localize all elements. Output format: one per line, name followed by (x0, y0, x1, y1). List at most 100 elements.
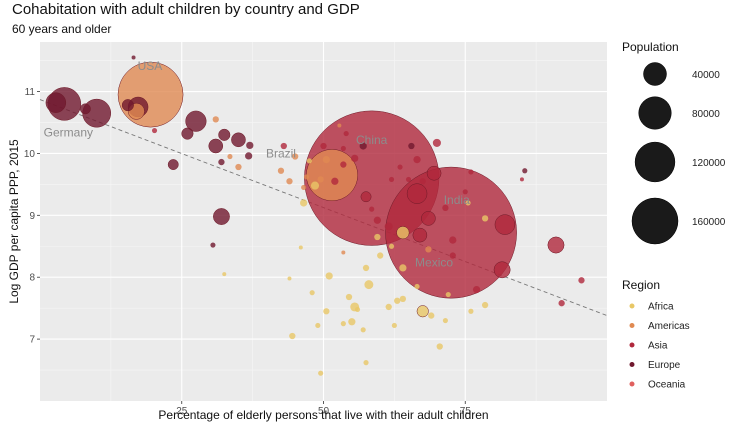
data-point-americas (286, 178, 293, 185)
data-point-americas (322, 155, 330, 164)
data-point-africa (306, 158, 312, 164)
data-point-africa (396, 226, 410, 240)
population-legend-label: 80000 (692, 109, 720, 120)
data-point-americas (235, 163, 242, 171)
data-point-americas (306, 149, 358, 202)
data-point-europe (218, 128, 231, 141)
region-legend-label: Americas (648, 321, 690, 332)
data-point-asia (494, 214, 516, 235)
data-point-asia (547, 236, 565, 254)
population-legend-label: 160000 (692, 217, 726, 228)
data-point-europe (210, 242, 216, 248)
data-point-americas (303, 174, 310, 180)
data-point-africa (428, 312, 435, 319)
data-point-europe (213, 208, 230, 225)
data-point-asia (343, 131, 349, 137)
data-point-africa (323, 308, 330, 315)
data-point-asia (406, 183, 428, 204)
data-point-africa (345, 293, 353, 301)
data-point-africa (399, 264, 407, 272)
data-point-americas (425, 246, 432, 253)
data-point-asia (373, 216, 382, 224)
data-point-africa (310, 181, 320, 190)
population-legend-label: 40000 (692, 70, 720, 81)
data-point-americas (341, 250, 346, 255)
data-point-africa (348, 318, 356, 326)
data-point-africa (399, 295, 407, 303)
data-point-asia (340, 161, 347, 168)
data-point-africa (222, 272, 227, 277)
x-axis-label: Percentage of elderly persons that live … (158, 408, 488, 422)
data-point-asia (558, 300, 565, 307)
data-point-asia (442, 204, 449, 212)
population-legend-circle (634, 141, 676, 183)
data-point-africa (394, 297, 401, 304)
region-legend: Region Africa Americas Asia Europe Oceania (622, 278, 690, 391)
data-point-africa (481, 301, 489, 309)
data-point-asia (397, 164, 403, 170)
data-point-africa (309, 290, 315, 296)
data-point-americas (227, 153, 233, 160)
y-tick-label: 9 (29, 211, 35, 222)
data-point-africa (315, 322, 321, 329)
region-legend-key (629, 362, 635, 367)
data-point-asia (360, 191, 372, 203)
data-point-africa (298, 245, 303, 250)
y-tick-label: 11 (25, 87, 36, 98)
data-point-asia (462, 189, 468, 195)
data-point-europe (359, 142, 367, 150)
data-point-africa (385, 303, 392, 311)
y-tick-label: 8 (29, 273, 35, 284)
data-point-africa (374, 233, 381, 241)
data-point-asia (449, 252, 456, 259)
population-legend-circle (638, 96, 672, 130)
data-point-asia (426, 165, 442, 181)
data-point-africa (340, 321, 346, 327)
data-point-europe (131, 55, 136, 60)
population-legend-circle (643, 62, 667, 86)
data-point-asia (419, 178, 426, 185)
region-legend-key (629, 381, 635, 387)
data-point-asia (519, 177, 524, 182)
data-point-africa (300, 199, 308, 207)
data-point-asia (384, 222, 393, 231)
data-point-asia (151, 127, 158, 134)
data-point-americas (292, 153, 299, 160)
data-point-africa (416, 305, 429, 318)
y-axis-label: Log GDP per capita PPP, 2015 (7, 139, 21, 304)
data-point-africa (362, 264, 370, 272)
data-point-africa (465, 200, 471, 206)
data-points (45, 55, 585, 376)
data-point-asia (468, 169, 474, 175)
data-point-asia (421, 211, 436, 226)
population-legend-circle (631, 197, 679, 245)
data-point-europe (79, 103, 91, 115)
data-point-europe (231, 132, 246, 148)
data-point-asia (472, 285, 481, 294)
region-legend-key (629, 342, 635, 348)
data-point-asia (432, 138, 441, 147)
annotation-label: India (444, 193, 470, 207)
data-point-africa (445, 291, 451, 298)
x-tick-label: 50 (318, 406, 330, 417)
data-point-europe (167, 159, 179, 170)
data-point-europe (245, 152, 253, 160)
region-legend-key (629, 303, 635, 309)
region-legend-label: Africa (648, 302, 674, 313)
population-legend-label: 120000 (692, 158, 726, 169)
data-point-asia (578, 277, 585, 284)
data-point-africa (325, 272, 333, 280)
data-point-africa (391, 322, 397, 329)
x-tick-label: 75 (460, 406, 472, 417)
population-legend: Population 40000 80000 120000 160000 (622, 40, 726, 245)
data-point-asia (320, 142, 327, 150)
x-tick-label: 25 (176, 406, 188, 417)
data-point-europe (185, 110, 207, 132)
data-point-europe (522, 168, 528, 174)
data-point-europe (246, 141, 254, 150)
data-point-asia (493, 261, 511, 279)
data-point-africa (363, 360, 369, 366)
data-point-europe (208, 138, 224, 154)
data-point-africa (377, 252, 384, 259)
